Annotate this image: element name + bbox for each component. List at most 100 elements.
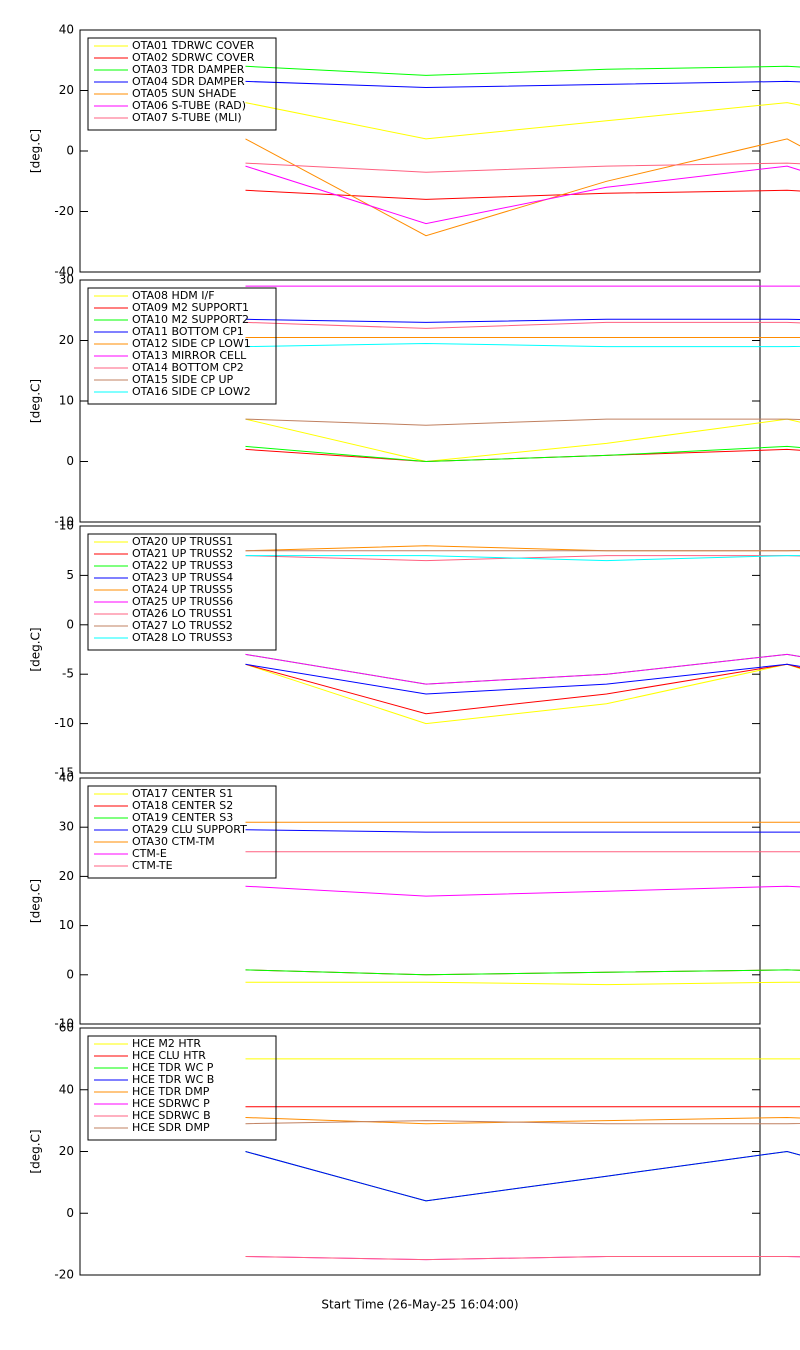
series-line [245, 337, 800, 338]
y-axis-label: [deg.C] [29, 879, 43, 923]
y-tick-label: 20 [59, 1144, 74, 1158]
legend-label: OTA24 UP TRUSS5 [132, 583, 233, 596]
legend-box [87, 785, 277, 879]
series-line [245, 1256, 800, 1261]
x-axis-label: Start Time (26-May-25 16:04:00) [321, 1298, 518, 1312]
legend-label: HCE CLU HTR [132, 1049, 206, 1062]
legend-label: OTA17 CENTER S1 [132, 787, 233, 800]
y-tick-label: -10 [54, 1017, 74, 1031]
legend-label: OTA22 UP TRUSS3 [132, 559, 233, 572]
series-line [245, 448, 800, 463]
legend-label: OTA16 SIDE CP LOW2 [132, 385, 251, 398]
series-line [245, 321, 800, 329]
legend-label: OTA02 SDRWC COVER [132, 51, 255, 64]
legend-label: OTA19 CENTER S3 [132, 811, 233, 824]
legend-label: OTA08 HDM I/F [132, 289, 215, 302]
y-tick-label: -10 [54, 515, 74, 529]
y-tick-label: 0 [66, 454, 74, 468]
y-tick-label: 0 [66, 1206, 74, 1220]
legend-label: OTA13 MIRROR CELL [132, 349, 247, 362]
y-tick-label: -20 [54, 1268, 74, 1282]
legend-label: OTA14 BOTTOM CP2 [132, 361, 244, 374]
legend-label: OTA10 M2 SUPPORT2 [132, 313, 249, 326]
series-line [245, 821, 800, 823]
legend-label: OTA28 LO TRUSS3 [132, 631, 233, 644]
panel: -1001020304020:0000:0004:0008:0012:0016:… [29, 771, 800, 1031]
series-line [245, 80, 800, 89]
y-tick-label: 40 [59, 23, 74, 37]
legend-box [87, 1035, 277, 1141]
plot-frame [79, 777, 761, 1025]
y-tick-label: 30 [59, 273, 74, 287]
series-line [245, 829, 800, 833]
panel: -10010203020:0000:0004:0008:0012:0016:00… [29, 273, 800, 529]
legend-label: HCE TDR DMP [132, 1085, 210, 1098]
legend-label: OTA23 UP TRUSS4 [132, 571, 233, 584]
y-tick-label: 60 [59, 1021, 74, 1035]
series-line [245, 1150, 800, 1202]
panel: -20020406020:0000:0004:0008:0012:0016:00… [29, 1021, 800, 1312]
panel: -40-200204020:0000:0004:0008:0012:0016:0… [29, 23, 800, 279]
series-line [245, 1150, 800, 1202]
legend-box [87, 287, 277, 405]
y-tick-label: 40 [59, 1082, 74, 1096]
y-tick-label: 30 [59, 820, 74, 834]
legend-label: OTA01 TDRWC COVER [132, 39, 255, 52]
legend-label: CTM-TE [132, 859, 173, 872]
y-tick-label: -10 [54, 716, 74, 730]
y-axis-label: [deg.C] [29, 627, 43, 671]
y-tick-label: -15 [54, 766, 74, 780]
legend-label: OTA21 UP TRUSS2 [132, 547, 233, 560]
y-tick-label: -5 [62, 667, 74, 681]
legend-label: OTA05 SUN SHADE [132, 87, 237, 100]
legend-label: HCE TDR WC B [132, 1073, 214, 1086]
series-line [245, 545, 800, 552]
series-line [245, 445, 800, 463]
legend-label: HCE TDR WC P [132, 1061, 214, 1074]
series-line [245, 981, 800, 986]
legend-label: OTA27 LO TRUSS2 [132, 619, 233, 632]
plot-frame [79, 525, 761, 774]
y-tick-label: 0 [66, 144, 74, 158]
legend-label: OTA25 UP TRUSS6 [132, 595, 233, 608]
legend-label: OTA07 S-TUBE (MLI) [132, 111, 242, 124]
series-line [245, 342, 800, 348]
y-tick-label: 0 [66, 617, 74, 631]
y-tick-label: 10 [59, 519, 74, 533]
legend-label: OTA29 CLU SUPPORT [132, 823, 247, 836]
series-line [245, 138, 800, 237]
series-line [245, 885, 800, 897]
series-line [245, 285, 800, 287]
y-tick-label: -40 [54, 265, 74, 279]
legend-box [87, 533, 277, 651]
y-axis-label: [deg.C] [29, 129, 43, 173]
legend-label: HCE SDRWC B [132, 1109, 211, 1122]
legend-label: OTA20 UP TRUSS1 [132, 535, 233, 548]
legend-label: CTM-E [132, 847, 167, 860]
legend-label: OTA09 M2 SUPPORT1 [132, 301, 249, 314]
series-line [245, 418, 800, 426]
legend-label: OTA18 CENTER S2 [132, 799, 233, 812]
legend-label: OTA30 CTM-TM [132, 835, 215, 848]
y-axis-label: [deg.C] [29, 1129, 43, 1173]
series-line [245, 663, 800, 725]
series-line [245, 1120, 800, 1125]
y-tick-label: 0 [66, 967, 74, 981]
y-tick-label: 10 [59, 918, 74, 932]
legend-label: HCE M2 HTR [132, 1037, 201, 1050]
series-line [245, 189, 800, 200]
series-line [245, 102, 800, 140]
y-tick-label: 20 [59, 333, 74, 347]
y-tick-label: -20 [54, 204, 74, 218]
legend-label: OTA26 LO TRUSS1 [132, 607, 233, 620]
y-axis-label: [deg.C] [29, 379, 43, 423]
y-tick-label: 10 [59, 394, 74, 408]
legend-label: OTA06 S-TUBE (RAD) [132, 99, 246, 112]
panel: -15-10-5051020:0000:0004:0008:0012:0016:… [29, 519, 800, 780]
y-tick-label: 40 [59, 771, 74, 785]
